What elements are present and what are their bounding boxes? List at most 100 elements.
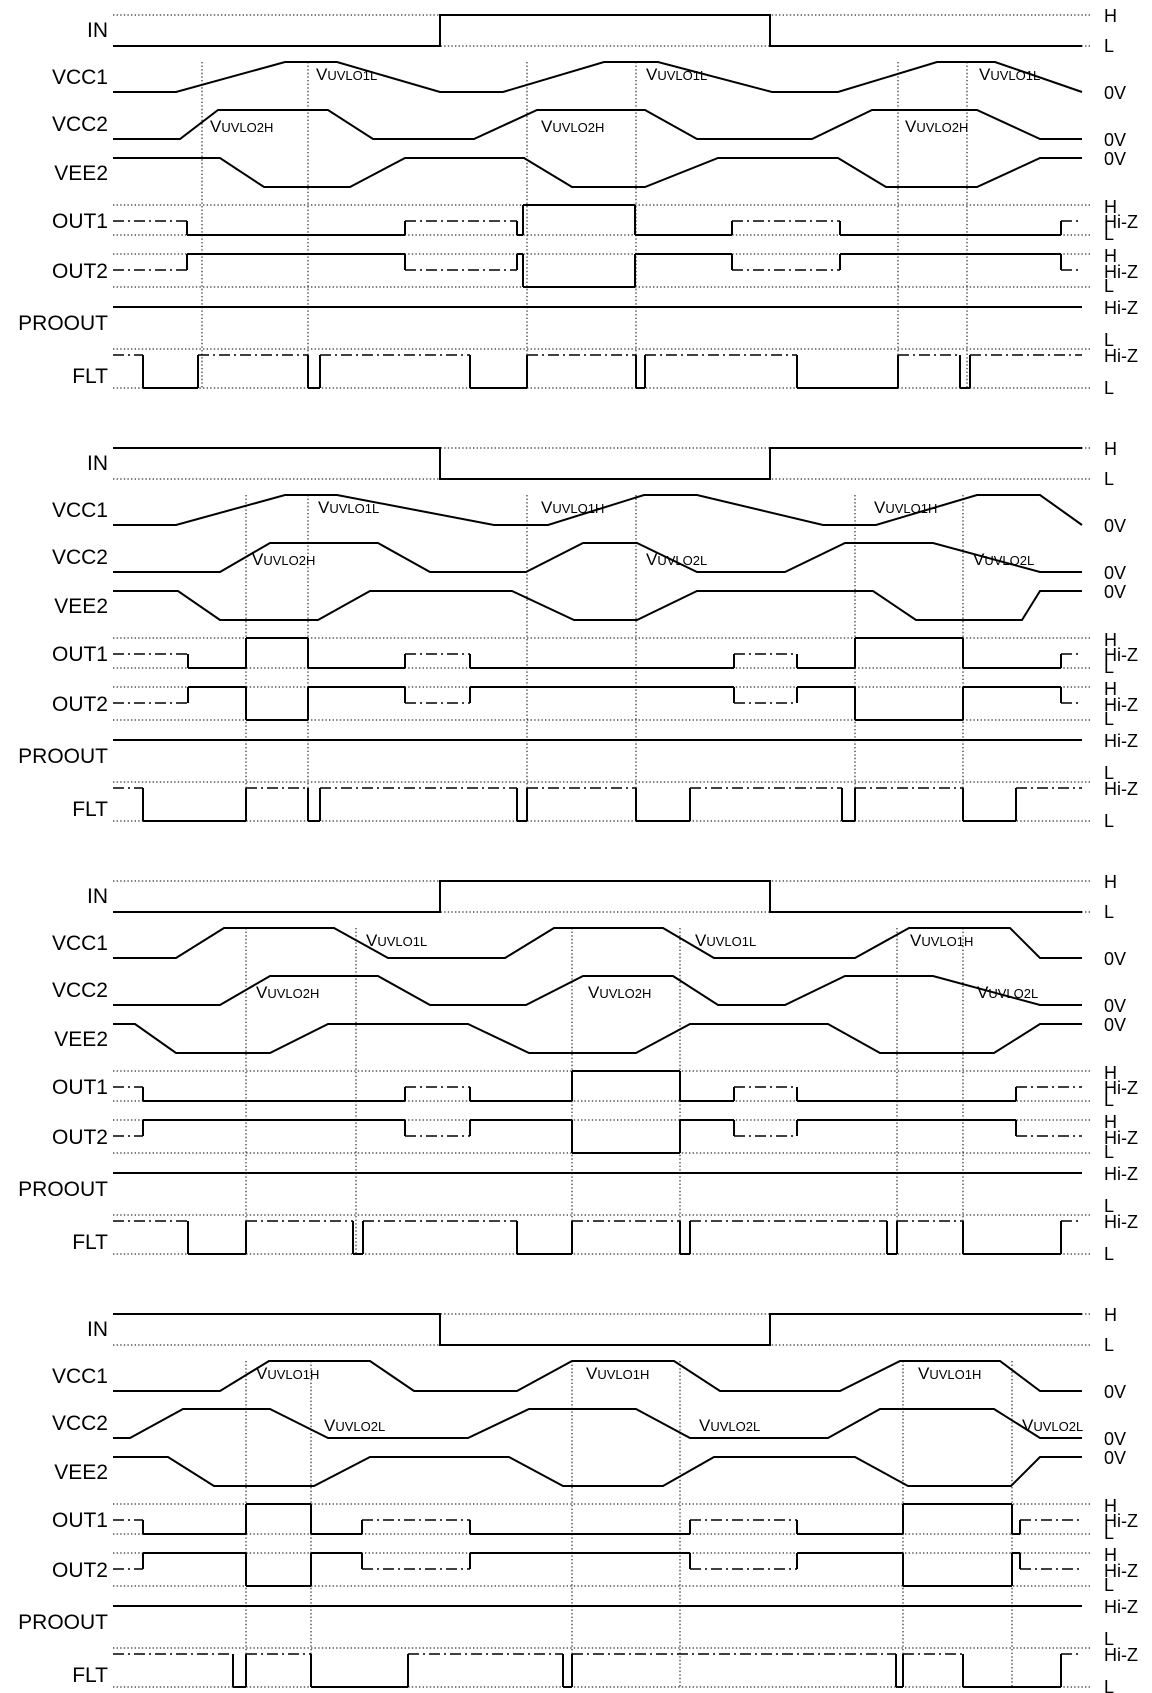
threshold-annotation-vcc2: VUVLO2H bbox=[588, 983, 651, 1002]
waveform-out2 bbox=[113, 686, 1082, 721]
waveform-out2 bbox=[113, 253, 1082, 288]
threshold-annotation-vcc1: VUVLO1H bbox=[910, 931, 973, 950]
level-label-hiz: Hi-Z bbox=[1104, 695, 1138, 715]
level-label-0v: 0V bbox=[1104, 1015, 1126, 1035]
threshold-annotation-vcc2: VUVLO2H bbox=[252, 550, 315, 569]
level-label-h: H bbox=[1104, 872, 1117, 892]
signal-label-vee2: VEE2 bbox=[54, 162, 108, 185]
level-label-h: H bbox=[1104, 1063, 1117, 1083]
level-label-l: L bbox=[1104, 1142, 1114, 1162]
waveform-out1 bbox=[113, 1503, 1082, 1535]
threshold-annotation-vcc1: VUVLO1L bbox=[695, 931, 756, 950]
level-label-l: L bbox=[1104, 709, 1114, 729]
level-label-l: L bbox=[1104, 224, 1114, 244]
level-label-l: L bbox=[1104, 1335, 1114, 1355]
level-label-hiz: Hi-Z bbox=[1104, 779, 1138, 799]
signal-label-in: IN bbox=[87, 1318, 108, 1341]
threshold-annotation-vcc2: VUVLO2L bbox=[1022, 1416, 1083, 1435]
level-label-0v: 0V bbox=[1104, 582, 1126, 602]
waveform-vee2 bbox=[113, 1023, 1082, 1054]
level-label-hiz: Hi-Z bbox=[1104, 346, 1138, 366]
signal-label-in: IN bbox=[87, 452, 108, 475]
signal-label-out2: OUT2 bbox=[52, 693, 108, 716]
threshold-annotation-vcc1: VUVLO1L bbox=[979, 65, 1040, 84]
signal-label-vee2: VEE2 bbox=[54, 1461, 108, 1484]
threshold-annotation-vcc1: VUVLO1L bbox=[646, 65, 707, 84]
threshold-annotation-vcc1: VUVLO1L bbox=[366, 931, 427, 950]
waveform-out1 bbox=[113, 1070, 1082, 1102]
threshold-annotation-vcc2: VUVLO2H bbox=[541, 117, 604, 136]
level-label-h: H bbox=[1104, 630, 1117, 650]
level-label-l: L bbox=[1104, 811, 1114, 831]
level-label-hiz: Hi-Z bbox=[1104, 1561, 1138, 1581]
level-label-h: H bbox=[1104, 1545, 1117, 1565]
threshold-annotation-vcc1: VUVLO1H bbox=[256, 1364, 319, 1383]
waveform-out2 bbox=[113, 1119, 1082, 1154]
level-label-l: L bbox=[1104, 1677, 1114, 1693]
signal-label-flt: FLT bbox=[72, 1231, 108, 1254]
threshold-annotation-vcc1: VUVLO1H bbox=[918, 1364, 981, 1383]
signal-label-out1: OUT1 bbox=[52, 1509, 108, 1532]
waveform-in bbox=[113, 880, 1082, 913]
level-label-0v: 0V bbox=[1104, 949, 1126, 969]
signal-label-in: IN bbox=[87, 885, 108, 908]
level-label-l: L bbox=[1104, 378, 1114, 398]
threshold-annotation-vcc1: VUVLO1H bbox=[874, 498, 937, 517]
waveform-flt bbox=[113, 1220, 1082, 1255]
signal-label-vcc2: VCC2 bbox=[52, 979, 108, 1002]
level-label-l: L bbox=[1104, 1629, 1114, 1649]
waveform-vcc1 bbox=[113, 927, 1082, 959]
signal-label-vcc1: VCC1 bbox=[52, 499, 108, 522]
threshold-annotation-vcc2: VUVLO2L bbox=[699, 1416, 760, 1435]
threshold-annotation-vcc2: VUVLO2H bbox=[905, 117, 968, 136]
level-label-h: H bbox=[1104, 246, 1117, 266]
level-label-l: L bbox=[1104, 36, 1114, 56]
waveform-vcc1 bbox=[113, 1360, 1082, 1392]
waveform-in bbox=[113, 1313, 1082, 1346]
threshold-annotation-vcc1: VUVLO1H bbox=[586, 1364, 649, 1383]
waveform-in bbox=[113, 447, 1082, 480]
level-label-0v: 0V bbox=[1104, 83, 1126, 103]
waveform-vcc2 bbox=[113, 1408, 1082, 1439]
threshold-annotation-vcc1: VUVLO1H bbox=[541, 498, 604, 517]
waveform-vee2 bbox=[113, 1456, 1082, 1487]
level-label-l: L bbox=[1104, 1575, 1114, 1595]
waveform-out1 bbox=[113, 204, 1082, 236]
level-label-hiz: Hi-Z bbox=[1104, 1078, 1138, 1098]
signal-label-vcc2: VCC2 bbox=[52, 1412, 108, 1435]
signal-label-out2: OUT2 bbox=[52, 260, 108, 283]
signal-label-proout: PROOUT bbox=[18, 745, 108, 768]
level-label-l: L bbox=[1104, 330, 1114, 350]
level-label-hiz: Hi-Z bbox=[1104, 298, 1138, 318]
level-label-h: H bbox=[1104, 679, 1117, 699]
level-label-l: L bbox=[1104, 276, 1114, 296]
signal-label-proout: PROOUT bbox=[18, 1178, 108, 1201]
waveform-vcc2 bbox=[113, 975, 1082, 1006]
signal-label-vcc1: VCC1 bbox=[52, 932, 108, 955]
waveform-flt bbox=[113, 787, 1082, 822]
waveform-vee2 bbox=[113, 590, 1082, 621]
level-label-hiz: Hi-Z bbox=[1104, 212, 1138, 232]
waveform-vcc1 bbox=[113, 494, 1083, 526]
waveform-vee2 bbox=[113, 157, 1082, 188]
level-label-l: L bbox=[1104, 763, 1114, 783]
threshold-annotation-vcc2: VUVLO2L bbox=[973, 550, 1034, 569]
level-label-0v: 0V bbox=[1104, 1382, 1126, 1402]
level-label-hiz: Hi-Z bbox=[1104, 1645, 1138, 1665]
signal-label-out2: OUT2 bbox=[52, 1559, 108, 1582]
level-label-l: L bbox=[1104, 657, 1114, 677]
threshold-annotation-vcc2: VUVLO2H bbox=[210, 117, 273, 136]
waveform-vcc2 bbox=[113, 109, 1082, 140]
signal-label-out1: OUT1 bbox=[52, 210, 108, 233]
threshold-annotation-vcc1: VUVLO1L bbox=[316, 65, 377, 84]
signal-label-flt: FLT bbox=[72, 798, 108, 821]
signal-label-flt: FLT bbox=[72, 365, 108, 388]
signal-label-out1: OUT1 bbox=[52, 1076, 108, 1099]
waveform-flt bbox=[113, 354, 1082, 389]
level-label-hiz: Hi-Z bbox=[1104, 1597, 1138, 1617]
level-label-h: H bbox=[1104, 197, 1117, 217]
waveform-flt bbox=[113, 1653, 1082, 1688]
level-label-hiz: Hi-Z bbox=[1104, 262, 1138, 282]
signal-label-vcc2: VCC2 bbox=[52, 546, 108, 569]
level-label-0v: 0V bbox=[1104, 1448, 1126, 1468]
